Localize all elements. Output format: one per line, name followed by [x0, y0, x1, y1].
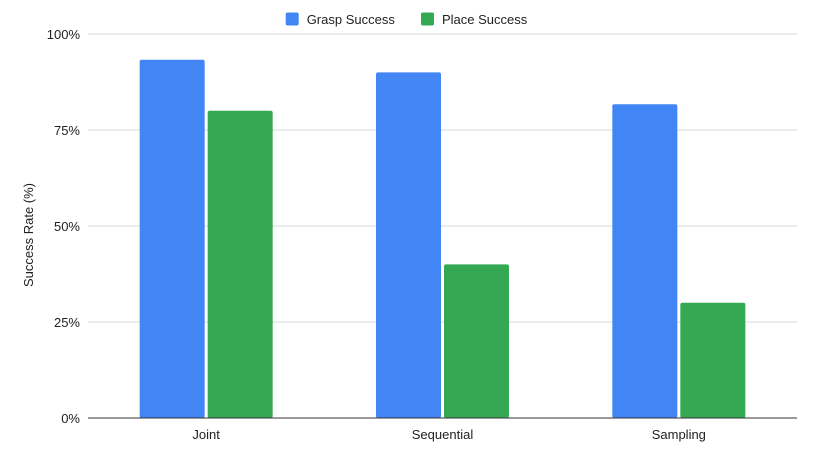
bar-place-success-sequential: [444, 264, 509, 418]
legend-label: Grasp Success: [307, 12, 396, 27]
y-tick-label: 50%: [54, 219, 80, 234]
x-tick-label: Joint: [192, 427, 220, 442]
y-tick-label: 75%: [54, 123, 80, 138]
legend: Grasp Success Place Success: [285, 12, 528, 27]
y-tick-label: 0%: [61, 411, 80, 426]
bar-place-success-sampling: [680, 302, 746, 418]
y-tick-label: 100%: [47, 27, 81, 42]
legend-swatch-place-success: [421, 12, 434, 26]
x-tick-label: Sampling: [652, 427, 706, 442]
bar-place-success-joint: [207, 110, 273, 419]
bar-grasp-success-joint: [139, 59, 205, 419]
x-tick-label: Sequential: [412, 427, 474, 442]
bar-grasp-success-sequential: [376, 72, 441, 419]
legend-swatch-grasp-success: [285, 12, 299, 26]
y-axis-title: Success Rate (%): [21, 183, 36, 287]
gridlines: [88, 33, 797, 323]
y-tick-label: 25%: [54, 315, 80, 330]
bars: [139, 59, 746, 419]
axes: 0% 25% 50% 75% 100% Joint Sequential Sampling: [47, 27, 797, 442]
bar-grasp-success-sampling: [612, 104, 678, 418]
legend-label: Place Success: [442, 12, 528, 27]
